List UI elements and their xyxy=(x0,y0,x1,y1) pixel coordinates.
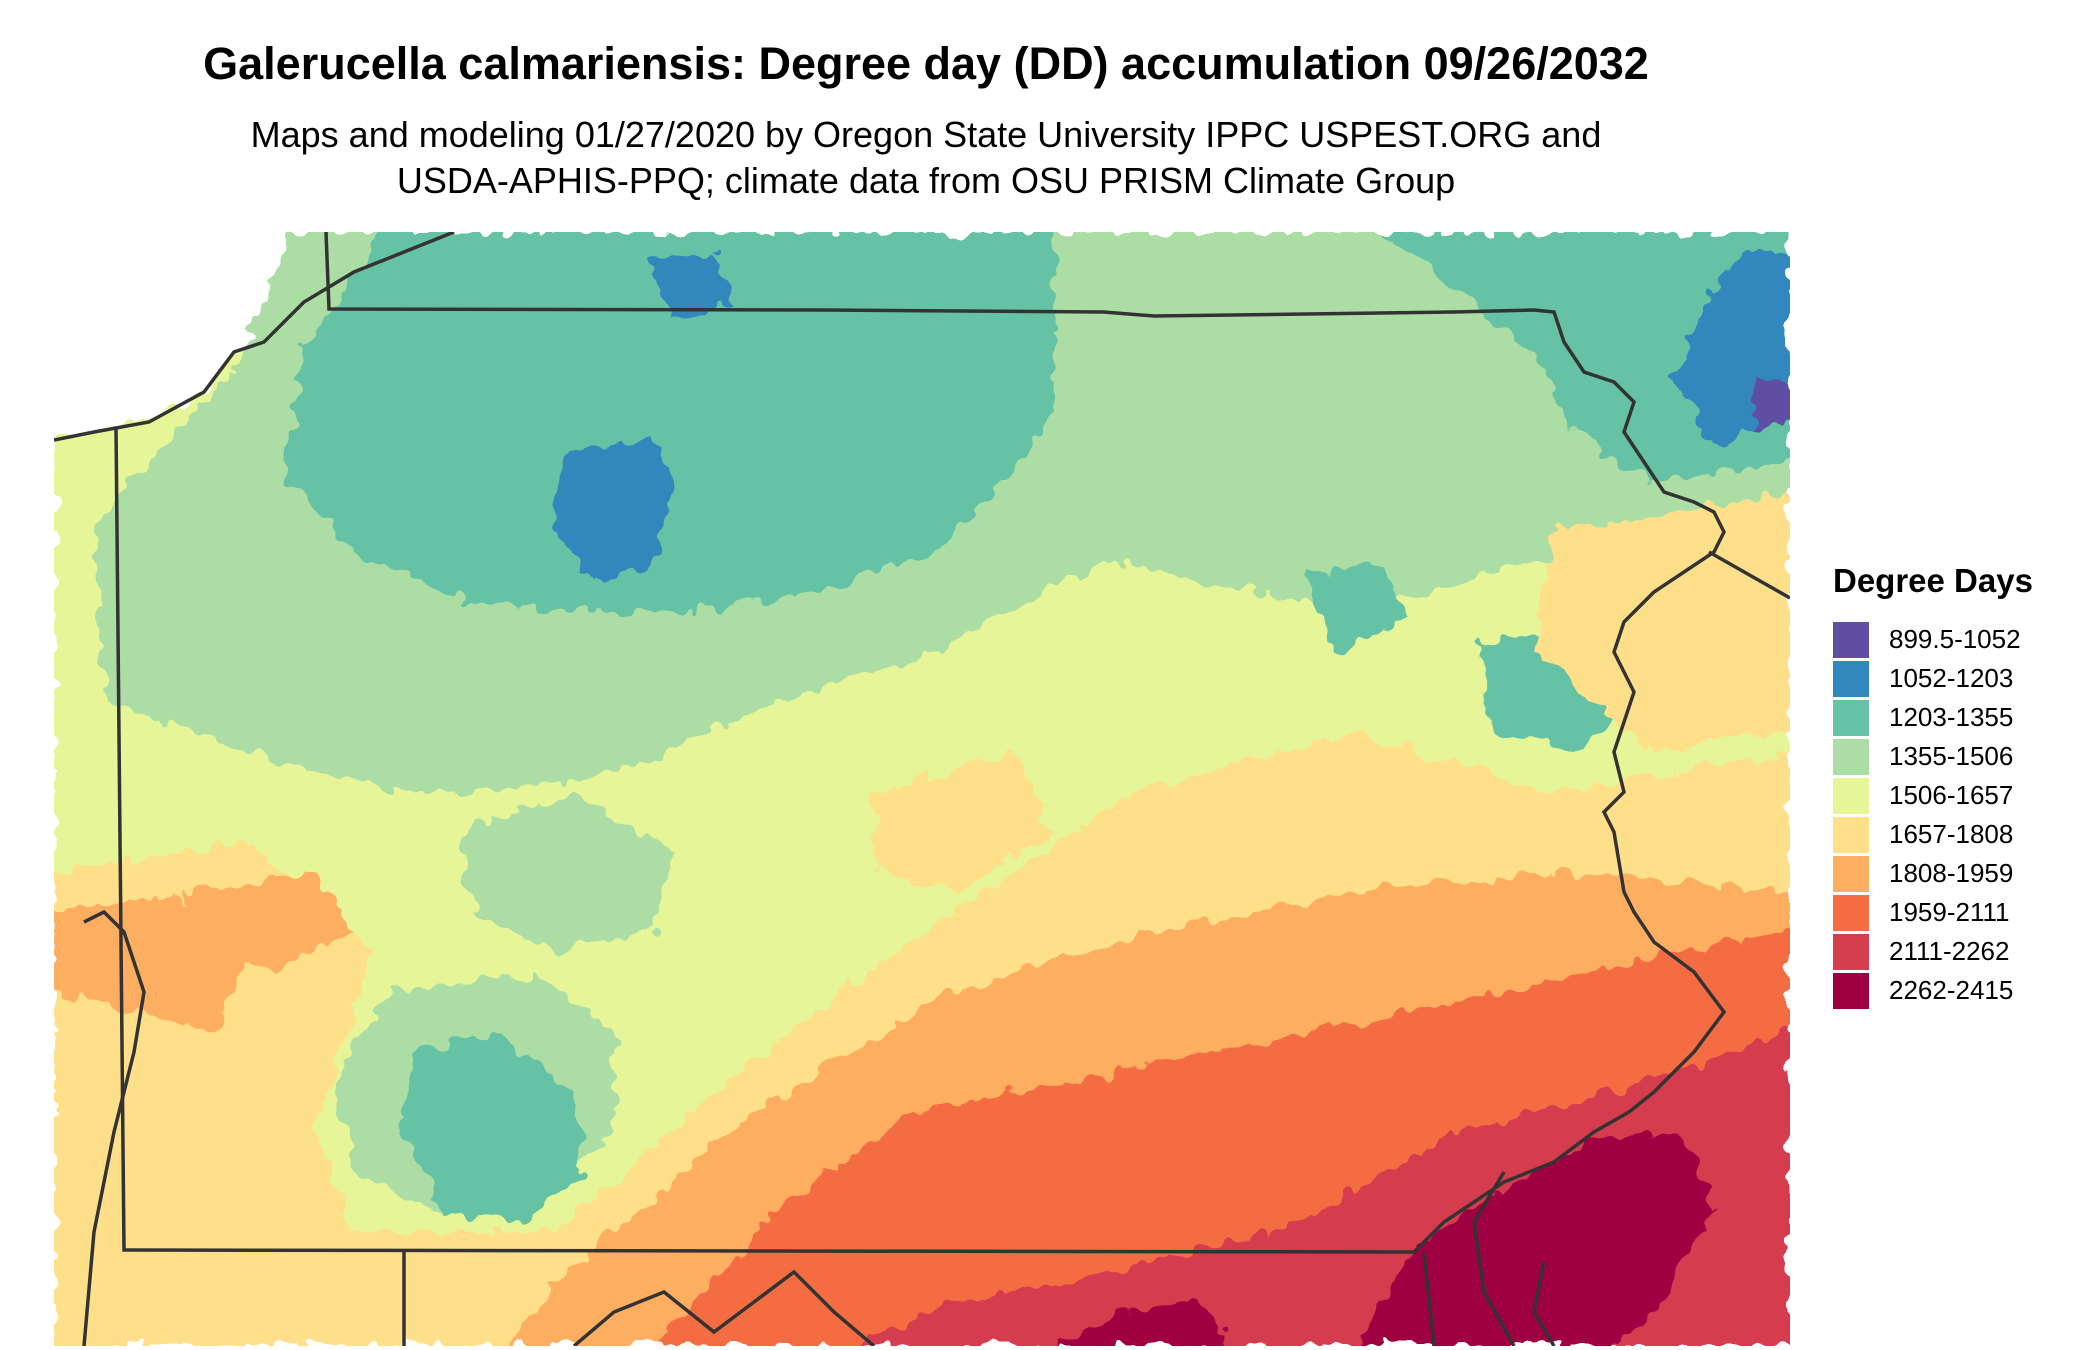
zone-1203-1355 xyxy=(404,1032,584,1222)
legend-swatch xyxy=(1833,894,1869,931)
zone-1355-1506 xyxy=(454,792,674,952)
legend-title: Degree Days xyxy=(1833,562,2033,599)
legend-label: 1657-1808 xyxy=(1889,819,2014,849)
zone-2262-2415 xyxy=(1354,1132,1714,1346)
legend-swatch xyxy=(1833,621,1869,658)
zone-1203-1355 xyxy=(1304,562,1404,652)
legend-item: 1355-1506 xyxy=(1833,737,2093,776)
zone-1203-1355 xyxy=(1384,232,1790,482)
legend-item: 1959-2111 xyxy=(1833,893,2093,932)
zone-2262-2415 xyxy=(1054,1302,1234,1346)
zone-1657-1808 xyxy=(1534,492,1790,752)
lake-shore xyxy=(54,232,455,442)
legend-label: 899.5-1052 xyxy=(1889,624,2021,654)
zone-1052-1203 xyxy=(554,437,674,582)
pa-outline xyxy=(114,232,1727,1254)
legend-swatch xyxy=(1833,660,1869,697)
legend-label: 1203-1355 xyxy=(1889,702,2014,732)
legend-swatch xyxy=(1833,816,1869,853)
state-boundaries xyxy=(54,232,1790,1346)
legend-swatch xyxy=(1833,738,1869,775)
md-de-shore xyxy=(1532,1261,1556,1346)
legend-item: 1203-1355 xyxy=(1833,698,2093,737)
legend-label: 1355-1506 xyxy=(1889,741,2014,771)
legend-item: 2111-2262 xyxy=(1833,932,2093,971)
md-wv-line xyxy=(572,1269,876,1346)
legend-items: 899.5-1052 1052-1203 1203-1355 1355-1506 150… xyxy=(1833,620,2093,1010)
degree-day-map xyxy=(54,232,1790,1346)
legend-swatch xyxy=(1833,855,1869,892)
map-subtitle-line-2: USDA-APHIS-PPQ; climate data from OSU PR… xyxy=(396,160,1456,201)
legend-label: 1506-1657 xyxy=(1889,780,2014,810)
map-title: Galerucella calmariensis: Degree day (DD… xyxy=(203,38,1649,89)
legend-label: 1808-1959 xyxy=(1889,858,2014,888)
legend-item: 1506-1657 xyxy=(1833,776,2093,815)
zone-899-1052 xyxy=(1754,382,1790,432)
legend-item: 2262-2415 xyxy=(1833,971,2093,1010)
legend-label: 2111-2262 xyxy=(1889,936,2010,966)
zone-1657-1808 xyxy=(874,752,1054,892)
zone-1808-1959 xyxy=(184,872,354,972)
map-subtitle-line-1: Maps and modeling 01/27/2020 by Oregon S… xyxy=(250,114,1602,155)
legend-item: 1052-1203 xyxy=(1833,659,2093,698)
legend: Degree Days 899.5-1052 1052-1203 1203-1355… xyxy=(1833,562,2093,1010)
legend-swatch xyxy=(1833,972,1869,1009)
ny-nj-line xyxy=(1708,550,1790,600)
legend-item: 1657-1808 xyxy=(1833,815,2093,854)
legend-item: 1808-1959 xyxy=(1833,854,2093,893)
degree-day-raster xyxy=(54,232,1790,1346)
legend-label: 2262-2415 xyxy=(1889,975,2014,1005)
de-river xyxy=(1472,1171,1516,1346)
zone-1052-1203 xyxy=(649,252,734,322)
de-line xyxy=(1422,1251,1436,1346)
zone-1203-1355 xyxy=(284,232,1054,612)
legend-swatch xyxy=(1833,933,1869,970)
legend-swatch xyxy=(1833,777,1869,814)
legend-swatch xyxy=(1833,699,1869,736)
legend-label: 1959-2111 xyxy=(1889,897,2010,927)
legend-label: 1052-1203 xyxy=(1889,663,2014,693)
legend-item: 899.5-1052 xyxy=(1833,620,2093,659)
oh-wv-line xyxy=(82,909,146,1346)
